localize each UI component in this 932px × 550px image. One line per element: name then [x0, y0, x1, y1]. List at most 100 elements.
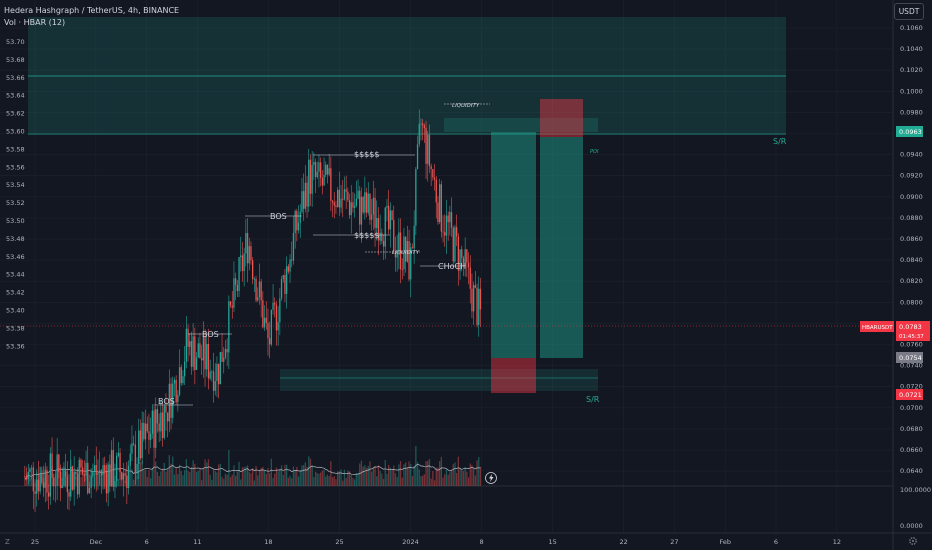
volume-bar	[209, 474, 211, 486]
volume-bar	[178, 464, 181, 486]
volume-bar	[454, 462, 456, 486]
choch-label[interactable]: CHoCH	[438, 262, 466, 271]
poi-label[interactable]: POI	[590, 149, 599, 155]
candle-body	[444, 232, 446, 236]
candle-body	[379, 232, 381, 241]
candle-body	[119, 452, 121, 473]
candle-body	[39, 473, 41, 492]
candle-body	[291, 259, 293, 261]
bos-label-1[interactable]: BOS	[158, 397, 175, 406]
volume-bar	[129, 470, 131, 486]
volume-bar	[406, 467, 408, 486]
liquidity-label-mid[interactable]: LIQUIDITY	[392, 250, 420, 256]
sr-label-bottom[interactable]: S/R	[586, 395, 600, 404]
volume-bar	[243, 466, 245, 486]
volume-bar	[427, 460, 429, 486]
candle-body	[133, 443, 135, 445]
time-axis-tick: 15	[549, 538, 557, 546]
candle-body	[163, 406, 165, 438]
time-axis[interactable]: 25 Dec 6 11 18 25 2024 8 15 22 27 Feb 6 12	[31, 538, 841, 546]
volume-bar	[386, 473, 388, 486]
right-axis-tick: 0.0980	[900, 108, 923, 116]
right-axis-tick: 0.0660	[900, 446, 923, 454]
volume-bar	[136, 475, 138, 486]
volume-bar	[190, 466, 193, 486]
volume-bar	[161, 468, 164, 486]
candle-body	[445, 215, 448, 236]
z-icon[interactable]: Z	[5, 538, 10, 546]
candle-body	[306, 182, 308, 207]
candle-body	[36, 479, 38, 494]
volume-bar	[343, 469, 346, 486]
symbol-title[interactable]: Hedera Hashgraph / TetherUS, 4h, BINANCE	[4, 6, 180, 15]
volume-bar	[204, 459, 206, 486]
currency-button[interactable]: USDT	[894, 3, 924, 20]
long-position-profit[interactable]	[491, 132, 536, 358]
volume-bar	[80, 477, 82, 486]
candle-body	[85, 462, 87, 476]
volume-bar	[291, 478, 293, 486]
right-axis-tick: 0.1060	[900, 24, 923, 32]
candle-body	[333, 202, 335, 206]
candle-body	[212, 371, 215, 391]
poi-zone[interactable]	[444, 118, 598, 132]
volume-bar	[347, 470, 349, 486]
candle-body	[286, 266, 288, 294]
dollars-label-top[interactable]: $$$$$	[354, 150, 379, 159]
volume-bar	[240, 479, 242, 486]
candle-body	[284, 274, 286, 294]
candle-body	[199, 343, 201, 359]
candle-body	[357, 190, 359, 199]
sr-label-top[interactable]: S/R	[773, 137, 787, 146]
candle-body	[175, 379, 177, 403]
annotation-lines[interactable]	[155, 103, 490, 406]
candle-body	[255, 278, 257, 301]
candle-body	[367, 193, 369, 213]
candle-body	[202, 336, 204, 361]
volume-bar	[238, 461, 240, 486]
volume-bar	[250, 473, 252, 486]
long-position-loss[interactable]	[491, 358, 536, 393]
volume-bar	[286, 464, 288, 486]
lightning-icon[interactable]	[485, 472, 497, 484]
volume-bar	[352, 477, 354, 486]
volume-bar	[357, 472, 359, 486]
candle-body	[274, 302, 276, 305]
volume-bar	[253, 480, 255, 486]
candle-body	[187, 328, 189, 347]
volume-indicator-title[interactable]: Vol · HBAR (12)	[4, 18, 66, 27]
sr-zone-bottom[interactable]	[280, 369, 598, 391]
volume-bar	[160, 471, 162, 486]
volume-bar	[354, 479, 356, 486]
candle-body	[352, 202, 354, 208]
left-price-axis[interactable]: 53.70 53.68 53.66 53.64 53.62 53.60 53.58 53.56…	[6, 38, 25, 350]
volume-bar	[92, 472, 94, 486]
gear-icon[interactable]	[909, 537, 917, 545]
volume-bar	[314, 471, 317, 486]
dollars-label-bottom[interactable]: $$$$$	[354, 231, 379, 240]
stop-price-tag	[896, 389, 923, 400]
candle-body	[464, 249, 466, 268]
candle-body	[250, 246, 252, 261]
volume-bar	[398, 464, 400, 486]
short-position-profit[interactable]	[540, 137, 583, 358]
short-position-loss[interactable]	[540, 99, 583, 137]
volume-bar	[184, 470, 186, 486]
volume-bar	[328, 476, 330, 486]
bos-label-3[interactable]: BOS	[270, 212, 287, 221]
right-axis-panel[interactable]	[893, 0, 932, 550]
candle-body	[136, 463, 138, 474]
left-axis-tick: 53.42	[6, 289, 25, 297]
volume-bar	[394, 473, 397, 486]
candle-body	[153, 410, 155, 448]
time-axis-tick: 27	[670, 538, 678, 546]
liquidity-label-top[interactable]: LIQUIDITY	[452, 103, 480, 109]
candle-body	[371, 214, 373, 220]
candle-body	[432, 169, 434, 178]
volume-bar	[168, 455, 170, 486]
symbol-tag	[860, 321, 894, 332]
candle-body	[258, 281, 261, 298]
volume-bar	[362, 466, 364, 486]
bos-label-2[interactable]: BOS	[202, 330, 219, 339]
